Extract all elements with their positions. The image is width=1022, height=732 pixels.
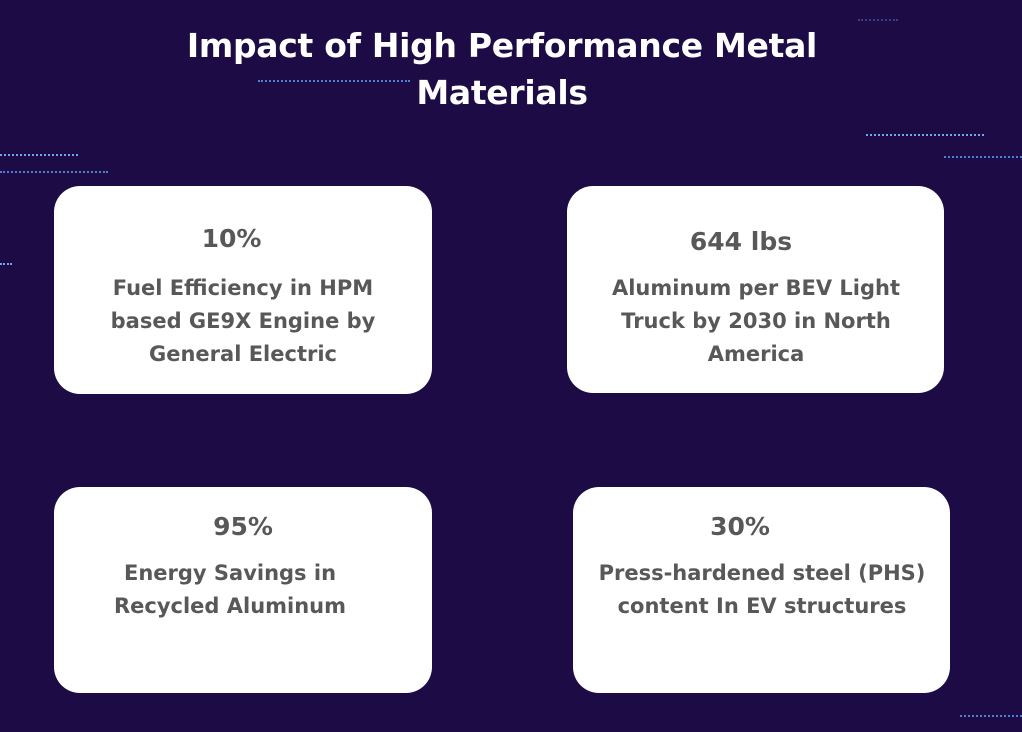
decorative-dotted-line [0,154,78,156]
stat-description: Fuel Efficiency in HPM based GE9X Engine… [110,276,376,366]
stat-card-aluminum-per-truck: 644 lbs Aluminum per BEV Light Truck by … [567,186,944,393]
stat-value: 10% [201,224,262,253]
decorative-dotted-line [0,171,108,173]
stat-description: Press-hardened steel (PHS) content In EV… [598,561,926,618]
stat-value: 95% [213,512,273,541]
decorative-dotted-line [858,19,898,21]
decorative-dotted-line [258,80,410,82]
decorative-dotted-line [0,263,12,265]
stat-card-fuel-efficiency: 10% Fuel Efficiency in HPM based GE9X En… [54,186,432,394]
decorative-dotted-line [960,715,1022,717]
stat-description: Energy Savings in Recycled Aluminum [113,561,347,618]
stat-value: 30% [710,512,770,541]
stat-card-energy-savings: 95% Energy Savings in Recycled Aluminum [54,487,432,693]
page-title: Impact of High Performance Metal Materia… [186,26,818,112]
decorative-dotted-line [866,134,984,136]
decorative-dotted-line [944,156,1022,158]
stat-card-phs-content: 30% Press-hardened steel (PHS) content I… [573,487,950,693]
stat-value: 644 lbs [689,227,793,256]
stat-description: Aluminum per BEV Light Truck by 2030 in … [611,276,901,366]
